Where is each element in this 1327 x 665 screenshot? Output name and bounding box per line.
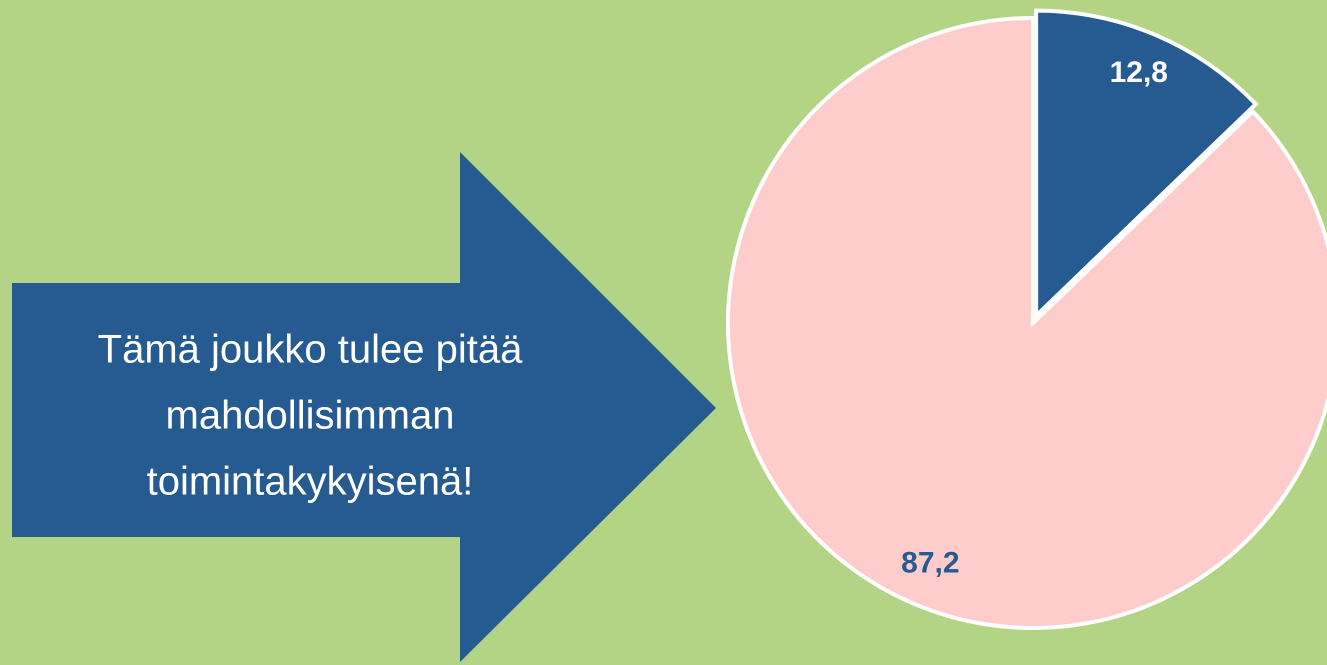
annotation-line: toimintakykyisenä! xyxy=(147,460,474,504)
annotation-line: Tämä joukko tulee pitää xyxy=(98,328,523,372)
pie-slice xyxy=(725,15,1327,630)
data-label: 12,8 xyxy=(1110,56,1168,89)
pie-slice xyxy=(1034,8,1259,321)
annotation-line: mahdollisimman xyxy=(166,394,455,438)
data-label: 87,2 xyxy=(901,546,959,579)
arrow xyxy=(12,152,716,662)
